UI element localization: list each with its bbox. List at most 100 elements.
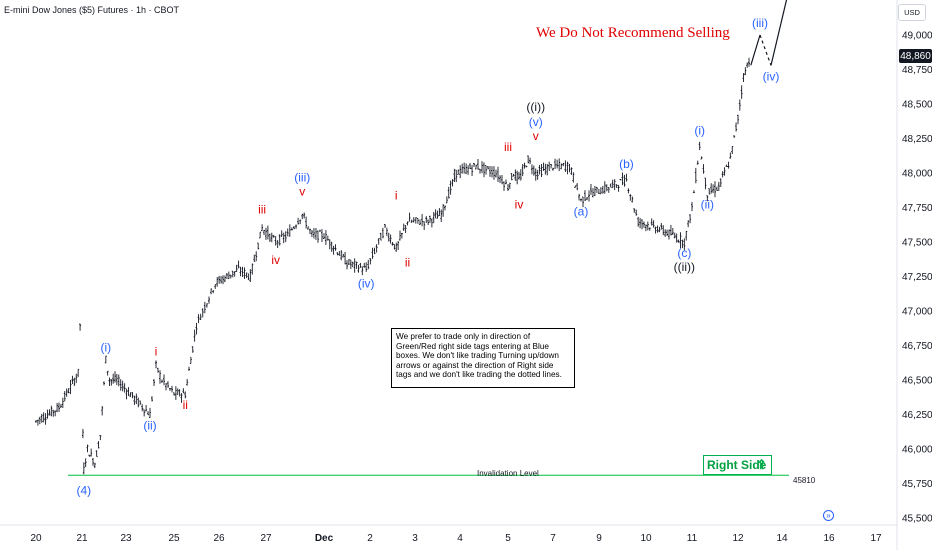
price-bar — [648, 227, 651, 231]
price-bar — [508, 182, 511, 190]
price-tick-label: 47,000 — [902, 307, 932, 318]
price-bar — [288, 224, 291, 237]
price-bar — [369, 258, 372, 265]
time-tick-label: 10 — [640, 533, 652, 544]
price-bar — [483, 162, 485, 178]
price-tick-label: 47,250 — [902, 272, 932, 283]
price-bar — [499, 175, 501, 183]
price-bar — [42, 412, 45, 423]
price-bar — [650, 218, 653, 226]
price-bar — [67, 388, 70, 394]
price-bar — [332, 245, 335, 255]
price-bar — [363, 262, 366, 268]
price-bar — [112, 373, 115, 384]
price-bar — [371, 247, 374, 259]
price-bar — [278, 234, 281, 246]
price-bar — [229, 274, 232, 279]
price-bar — [103, 381, 105, 386]
price-bar — [586, 197, 588, 201]
price-bar — [532, 165, 535, 176]
price-bar — [220, 275, 223, 284]
price-bar — [79, 323, 82, 331]
price-bar — [75, 373, 78, 383]
price-bar — [90, 448, 93, 457]
price-bar — [621, 172, 624, 186]
price-bar — [308, 228, 311, 235]
price-bar — [212, 290, 215, 294]
price-bar — [603, 181, 606, 194]
price-bar — [218, 275, 221, 284]
price-bar — [295, 224, 298, 229]
price-bar — [82, 462, 85, 475]
price-bar — [184, 391, 187, 399]
price-bar — [377, 237, 380, 245]
wave-label: ((i)) — [526, 100, 545, 114]
wave-label: (ii) — [143, 419, 156, 433]
price-bar — [127, 387, 130, 396]
price-bar — [389, 234, 392, 244]
price-bar — [529, 157, 532, 165]
price-bar — [205, 303, 208, 308]
price-bar — [189, 356, 192, 364]
price-bar — [393, 244, 396, 250]
price-bar — [469, 162, 472, 169]
price-bar — [627, 188, 630, 194]
price-bar — [235, 264, 238, 272]
price-bar — [473, 162, 476, 167]
time-tick-label: 14 — [776, 533, 788, 544]
price-bar — [521, 164, 524, 177]
price-bar — [625, 173, 628, 182]
price-bar — [514, 169, 517, 181]
price-bar — [512, 173, 515, 177]
price-bar — [129, 392, 132, 398]
price-bar — [599, 187, 602, 195]
price-bar — [245, 272, 248, 278]
price-bar — [117, 374, 120, 387]
price-bar — [580, 198, 582, 202]
price-bar — [491, 166, 493, 178]
price-bar — [556, 159, 559, 169]
price-bar — [316, 230, 319, 243]
right-side-label: Right Side — [707, 458, 767, 472]
price-bar — [564, 160, 567, 173]
price-bar — [54, 410, 57, 417]
price-bar — [505, 179, 507, 185]
price-bar — [266, 225, 269, 240]
price-bar — [477, 158, 479, 170]
current-price-tag: 48,860 — [899, 49, 932, 63]
price-bar — [253, 254, 256, 262]
wave-label: iv — [515, 198, 524, 212]
price-bar — [534, 168, 537, 181]
price-bar — [81, 428, 84, 439]
wave-label: (c) — [677, 246, 691, 260]
price-bar — [193, 329, 196, 342]
price-bar — [299, 219, 302, 225]
price-bar — [495, 169, 497, 178]
price-bar — [560, 163, 563, 170]
price-bar — [742, 73, 745, 82]
price-bar — [619, 179, 622, 181]
price-bar — [195, 322, 198, 335]
price-bar — [646, 221, 649, 231]
price-bar — [379, 232, 382, 241]
price-bar — [744, 67, 747, 76]
price-bar — [664, 229, 667, 237]
price-bar — [95, 450, 98, 458]
price-tick-label: 49,000 — [902, 31, 932, 42]
price-bar — [550, 163, 553, 169]
price-bar — [412, 217, 415, 223]
price-bar — [347, 258, 350, 266]
price-bar — [180, 393, 183, 403]
price-bar — [414, 217, 417, 224]
price-bar — [671, 227, 674, 235]
scroll-to-realtime-icon[interactable]: » — [823, 510, 834, 521]
price-bar — [191, 346, 194, 353]
price-bar — [568, 163, 571, 173]
wave-label: iii — [504, 140, 512, 154]
currency-button[interactable]: USD — [898, 4, 926, 21]
price-bar — [131, 391, 134, 399]
price-bar — [425, 216, 428, 223]
price-bar — [292, 226, 295, 230]
price-bar — [147, 411, 150, 416]
